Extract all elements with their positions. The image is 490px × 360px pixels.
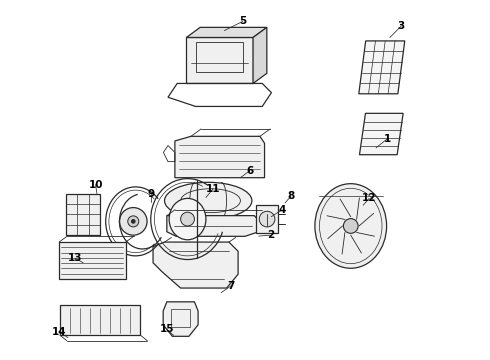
Text: 3: 3 (398, 21, 405, 31)
Ellipse shape (259, 211, 275, 227)
Polygon shape (253, 27, 267, 84)
Ellipse shape (169, 198, 206, 240)
Ellipse shape (128, 216, 139, 227)
Text: 13: 13 (68, 253, 82, 263)
Text: 12: 12 (362, 193, 376, 203)
Text: 7: 7 (227, 281, 235, 291)
Polygon shape (175, 136, 265, 178)
Bar (256, 205, 278, 233)
Bar (60, 305, 141, 335)
Text: 8: 8 (287, 191, 294, 201)
Polygon shape (186, 27, 267, 37)
Polygon shape (186, 37, 253, 84)
Polygon shape (360, 113, 403, 155)
Ellipse shape (315, 184, 387, 268)
Text: 5: 5 (239, 17, 246, 26)
Ellipse shape (181, 212, 195, 226)
Ellipse shape (343, 219, 358, 233)
Polygon shape (167, 216, 259, 236)
Text: 9: 9 (147, 189, 154, 199)
Bar (59, 242, 126, 279)
Bar (66, 194, 100, 235)
Ellipse shape (120, 208, 147, 235)
Ellipse shape (131, 220, 135, 223)
Bar (196, 42, 243, 72)
Polygon shape (359, 41, 405, 94)
Text: 2: 2 (267, 230, 274, 240)
Text: 11: 11 (206, 184, 220, 194)
Text: 14: 14 (51, 327, 66, 337)
Polygon shape (163, 302, 198, 336)
Text: 15: 15 (160, 324, 174, 334)
Ellipse shape (165, 182, 252, 219)
Text: 6: 6 (246, 166, 253, 176)
Bar (171, 309, 190, 327)
Text: 1: 1 (384, 134, 391, 144)
Text: 4: 4 (278, 205, 286, 215)
Text: 10: 10 (88, 180, 103, 190)
Polygon shape (153, 242, 238, 288)
